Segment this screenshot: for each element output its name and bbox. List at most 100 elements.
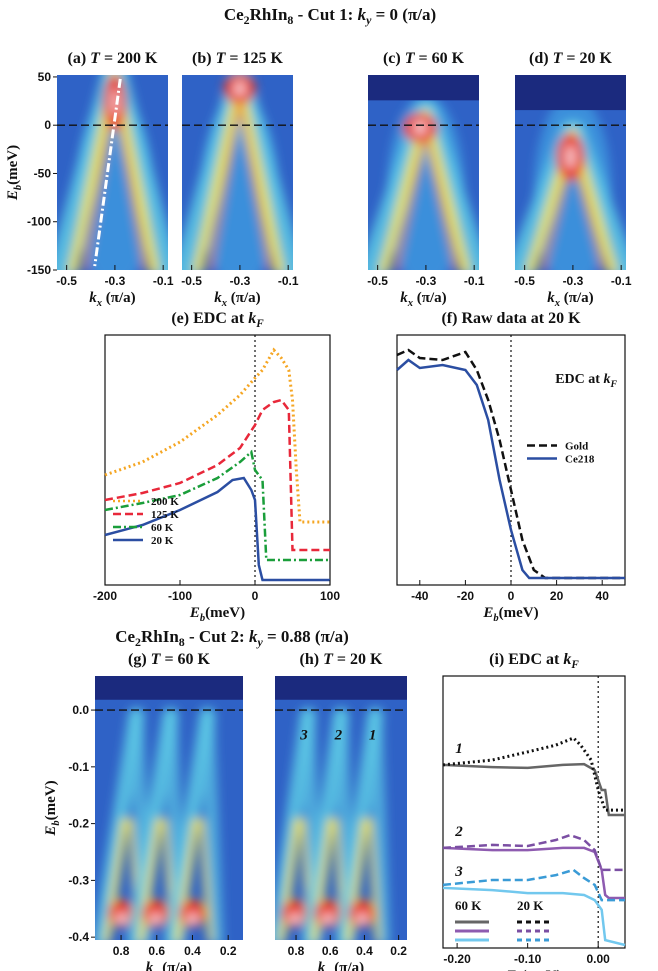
text-segment: 8 — [179, 635, 185, 649]
hot-core — [233, 81, 246, 97]
x-tick-label: -0.1 — [611, 274, 632, 288]
intensity-map — [95, 676, 243, 940]
x-axis-label: kx (π/a) — [214, 290, 260, 309]
edc-curve — [442, 886, 626, 947]
text-segment: 2 — [244, 13, 250, 27]
panel-title: (i) EDC at kF — [489, 651, 579, 671]
text-segment: (meV) — [522, 968, 562, 971]
x-tick-label: 20 — [550, 589, 564, 603]
intensity-map — [57, 75, 168, 270]
hot-core — [149, 912, 162, 925]
y-tick-label: -0.4 — [68, 930, 89, 944]
text-segment: F — [570, 659, 579, 671]
x-tick-label: -0.3 — [416, 274, 437, 288]
text-segment: (meV) — [43, 780, 59, 820]
panel-title: (f) Raw data at 20 K — [441, 310, 581, 327]
text-segment: Ce — [224, 5, 244, 24]
x-tick-label: 0.2 — [390, 944, 407, 958]
text-segment: 8 — [287, 13, 293, 27]
y-tick-label: -0.3 — [68, 873, 89, 887]
x-tick-label: -0.1 — [464, 274, 485, 288]
text-segment: E — [5, 190, 21, 201]
legend-label: Ce218 — [565, 454, 595, 466]
map-features — [57, 75, 168, 270]
text-segment: = 0.88 (π/a) — [263, 627, 349, 646]
text-segment: (π/a) — [102, 290, 136, 306]
x-tick-label: 40 — [596, 589, 610, 603]
panel-title: (g) T = 60 K — [128, 651, 211, 668]
hot-core — [356, 912, 369, 925]
text-segment: = 60 K — [160, 651, 210, 668]
text-segment: k — [318, 960, 326, 971]
x-tick-label: -0.5 — [367, 274, 388, 288]
text-segment: k — [89, 290, 97, 306]
text-segment: (d) — [529, 50, 553, 67]
hot-core — [565, 144, 576, 169]
text-segment: = 20 K — [562, 50, 612, 67]
text-segment: RhIn — [250, 5, 288, 24]
text-segment: F — [609, 379, 617, 390]
dispersion — [163, 707, 216, 940]
edc-curve — [104, 476, 330, 582]
edc-curve — [442, 762, 625, 817]
guide-line — [93, 78, 122, 267]
x-tick-label: -20 — [457, 589, 475, 603]
map-features — [368, 94, 479, 270]
text-segment: (meV) — [205, 605, 245, 621]
x-axis-label: kx (π/a) — [89, 290, 135, 309]
x-axis-label: kx (π/a) — [400, 290, 446, 309]
dispersion — [237, 100, 273, 270]
text-segment: b — [51, 820, 62, 825]
hot-core — [321, 912, 334, 925]
text-segment: 2 — [135, 635, 141, 649]
dispersion — [420, 109, 471, 270]
text-segment: b — [493, 613, 498, 624]
map-features — [95, 707, 224, 940]
x-tick-label: 0.2 — [220, 944, 237, 958]
x-tick-label: -200 — [93, 589, 117, 603]
x-tick-label: 0.8 — [288, 944, 305, 958]
text-segment: (e) EDC at — [171, 310, 248, 327]
annotation: EDC at kF — [555, 372, 617, 390]
dispersion — [207, 100, 242, 270]
hot-core — [115, 912, 128, 925]
y-tick-label: 50 — [38, 70, 52, 84]
text-segment: = 20 K — [333, 651, 383, 668]
dispersion — [95, 707, 145, 940]
x-tick-label: -0.1 — [153, 274, 174, 288]
text-segment: (meV) — [5, 145, 21, 185]
dispersion — [174, 817, 200, 940]
text-segment: x — [152, 968, 158, 971]
text-segment: k — [400, 290, 408, 306]
hot-core — [288, 912, 301, 925]
panel-title: (h) T = 20 K — [300, 651, 383, 668]
intensity-map — [182, 75, 293, 270]
x-tick-label: -0.5 — [56, 274, 77, 288]
dispersion — [103, 817, 129, 940]
text-segment: F — [255, 318, 264, 330]
heading: Ce2RhIn8 - Cut 1: ky = 0 (π/a) — [224, 5, 436, 27]
y-tick-label: -50 — [34, 166, 52, 180]
x-tick-label: 100 — [320, 589, 340, 603]
map-features — [515, 94, 626, 270]
text-segment: - Cut 2: — [185, 627, 249, 646]
text-segment: x — [221, 298, 227, 309]
y-tick-label: -0.1 — [68, 760, 89, 774]
x-tick-label: 0.4 — [356, 944, 373, 958]
legend-label: 20 K — [517, 898, 544, 913]
band-label: 2 — [334, 727, 343, 743]
dispersion — [423, 131, 459, 270]
text-segment: E — [189, 605, 200, 621]
text-segment: (π/a) — [227, 290, 261, 306]
legend-label: 125 K — [151, 509, 179, 521]
legend-label: 60 K — [151, 522, 174, 534]
x-tick-label: -0.3 — [563, 274, 584, 288]
text-segment: (b) — [192, 50, 216, 67]
unoccupied-band — [368, 75, 479, 101]
text-segment: T — [216, 50, 227, 67]
x-tick-label: -0.1 — [278, 274, 299, 288]
plot-frame — [104, 334, 331, 586]
x-axis-label: kx (π/a) — [318, 960, 364, 971]
text-segment: (i) EDC at — [489, 651, 563, 668]
